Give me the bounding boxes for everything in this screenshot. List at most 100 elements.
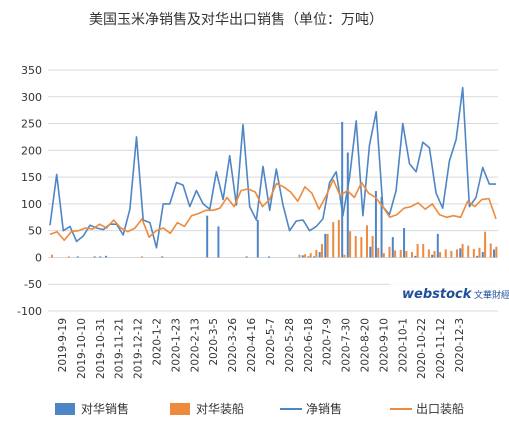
bar-china-sales [268,256,271,258]
y-tick-label: 0 [35,251,42,264]
bar-china-sales [346,152,349,258]
bar-china-shipments [405,251,408,258]
bar-china-sales [206,215,209,258]
y-tick-label: 50 [28,225,42,238]
bar-china-sales [245,256,248,258]
x-tick-label: 2020-1-23 [170,318,182,372]
bar-china-shipments [377,247,380,258]
bar-china-shipments [326,233,329,258]
bar-china-sales [476,255,479,258]
bar-china-sales [374,191,377,258]
bar-china-sales [161,256,164,258]
x-tick-label: 2020-7-30 [341,318,353,372]
x-tick-label: 2020-5-7 [265,318,277,366]
y-tick-label: 200 [21,144,42,157]
legend-label: 对华销售 [81,401,129,416]
bar-china-shipments [50,254,53,258]
bar-china-sales [93,256,96,258]
bar-china-sales [217,226,220,258]
bar-china-shipments [337,219,340,258]
bar-china-shipments [394,250,397,258]
legend-swatch [55,403,75,415]
bar-china-shipments [382,253,385,258]
webstock-watermark: webstock 文華財經 [390,278,509,308]
x-tick-label: 2020-10-22 [416,318,428,379]
legend-swatch [170,403,190,415]
bar-china-shipments [388,246,391,258]
bar-china-shipments [422,244,425,258]
bar-china-sales [431,254,434,258]
bar-china-sales [493,249,496,258]
bar-china-shipments [349,231,352,258]
bar-china-sales [104,255,107,258]
bar-china-sales [313,256,316,258]
legend-label: 净销售 [306,401,342,416]
bar-china-sales [481,252,484,258]
bar-china-shipments [495,246,498,258]
bar-china-shipments [298,254,301,258]
y-tick-label: 150 [21,171,42,184]
x-tick-label: 2020-12-3 [454,318,466,372]
chart-title: 美国玉米净销售及对华出口销售（单位：万吨） [89,12,383,28]
x-tick-label: 2019-11-21 [114,318,126,379]
bar-china-shipments [360,237,363,258]
watermark-brand: webstock [402,287,473,302]
x-tick-label: 2020-5-28 [284,318,296,372]
line-series [49,86,497,249]
bar-china-sales [301,255,304,258]
x-tick-label: 2019-10-31 [95,318,107,379]
x-axis-ticks: 2019-9-19 2019-10-10 2019-10-31 2019-11-21 2… [57,318,466,379]
bar-china-sales [436,233,439,258]
x-tick-label: 2020-6-18 [303,318,315,372]
bar-china-shipments [461,244,464,258]
bar-china-shipments [315,249,318,258]
x-tick-label: 2020-4-16 [246,318,258,373]
bar-china-shipments [444,249,447,258]
bar-china-sales [256,219,259,258]
x-tick-label: 2020-10-1 [397,318,409,372]
x-tick-label: 2019-10-10 [76,318,88,379]
bar-china-sales [76,256,79,258]
bar-china-sales [403,227,406,258]
y-tick-label: 250 [21,118,42,131]
bar-china-shipments [410,252,413,258]
grid-lines [48,69,498,312]
bar-china-sales [318,252,321,258]
legend-label: 出口装船 [416,402,464,416]
bar-china-shipments [399,249,402,258]
x-tick-label: 2019-12-12 [133,318,145,379]
y-tick-label: -50 [24,278,42,291]
bar-china-sales [307,256,310,258]
watermark-cn: 文華財經 [474,289,509,301]
bar-china-shipments [354,236,357,258]
bar-china-sales [459,248,462,258]
x-tick-label: 2020-3-5 [208,318,220,366]
bar-china-shipments [484,231,487,258]
bar-china-shipments [416,244,419,258]
bar-series [50,121,498,258]
bar-china-shipments [489,243,492,258]
line-export-shipments [49,179,497,242]
bar-china-shipments [427,249,430,258]
bar-china-shipments [439,252,442,258]
y-tick-label: 100 [21,198,42,211]
bar-china-shipments [332,222,335,258]
y-tick-label: 350 [21,64,42,77]
bar-china-shipments [304,254,307,258]
x-tick-label: 2020-11-12 [435,318,447,379]
legend-label: 对华装船 [196,402,244,416]
bar-china-shipments [371,236,374,258]
x-tick-label: 2020-2-13 [189,318,201,372]
bar-china-sales [380,196,383,258]
bar-china-shipments [467,245,470,258]
bar-china-sales [99,256,102,258]
bar-china-sales [391,237,394,258]
x-tick-label: 2019-9-19 [57,318,69,372]
y-tick-label: -100 [17,305,42,318]
bar-china-shipments [140,256,143,258]
bar-china-shipments [450,251,453,258]
bar-china-shipments [320,244,323,258]
bar-china-shipments [67,256,70,258]
x-tick-label: 2020-9-10 [378,318,390,372]
